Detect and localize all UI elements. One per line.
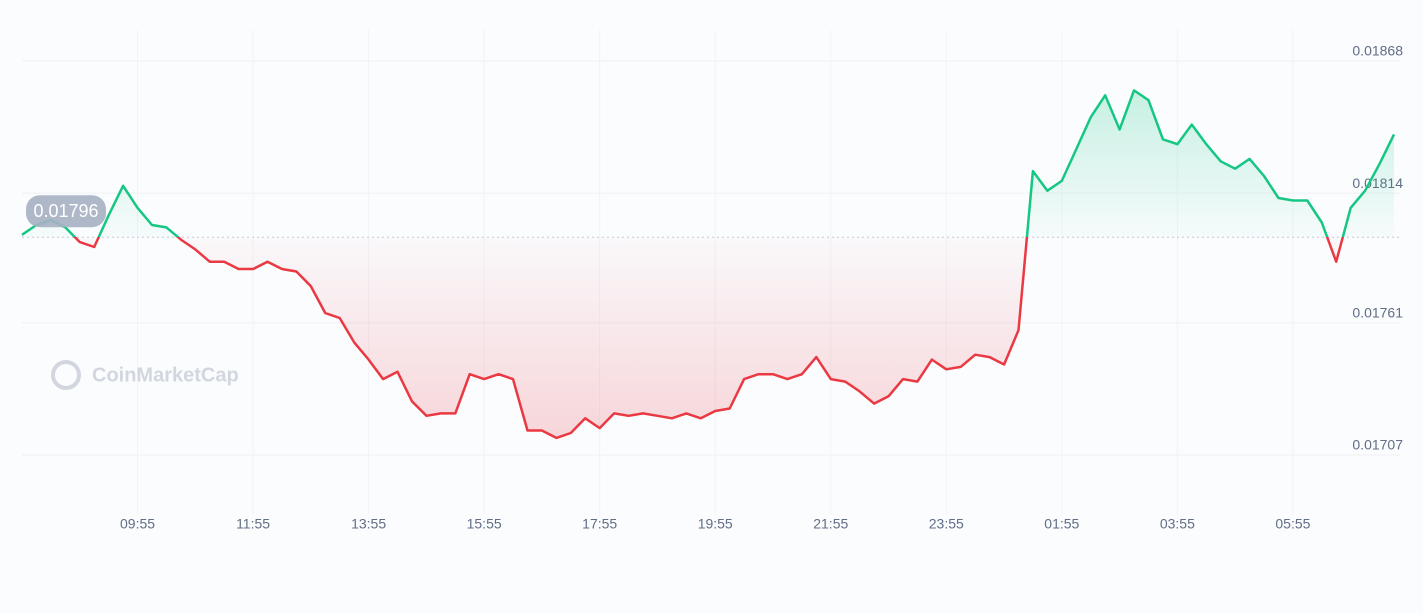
x-tick-label: 03:55 [1160, 516, 1195, 532]
y-tick-label: 0.01761 [1352, 305, 1403, 321]
x-tick-label: 01:55 [1044, 516, 1079, 532]
watermark-logo [51, 360, 81, 390]
x-tick-label: 23:55 [929, 516, 964, 532]
x-tick-label: 13:55 [351, 516, 386, 532]
x-tick-label: 09:55 [120, 516, 155, 532]
watermark-text: CoinMarketCap [92, 364, 239, 386]
x-tick-label: 15:55 [467, 516, 502, 532]
price-line [21, 89, 1396, 440]
x-tick-label: 05:55 [1275, 516, 1310, 532]
x-tick-label: 19:55 [698, 516, 733, 532]
y-tick-label: 0.01707 [1352, 437, 1403, 453]
x-tick-label: 11:55 [236, 516, 270, 532]
baseline-badge [26, 195, 106, 228]
y-tick-label: 0.01868 [1352, 43, 1403, 59]
x-tick-label: 17:55 [582, 516, 617, 532]
x-tick-label: 21:55 [813, 516, 848, 532]
baseline-label: 0.01796 [33, 201, 98, 221]
price-area [22, 90, 1394, 438]
watermark: CoinMarketCap [51, 360, 239, 390]
